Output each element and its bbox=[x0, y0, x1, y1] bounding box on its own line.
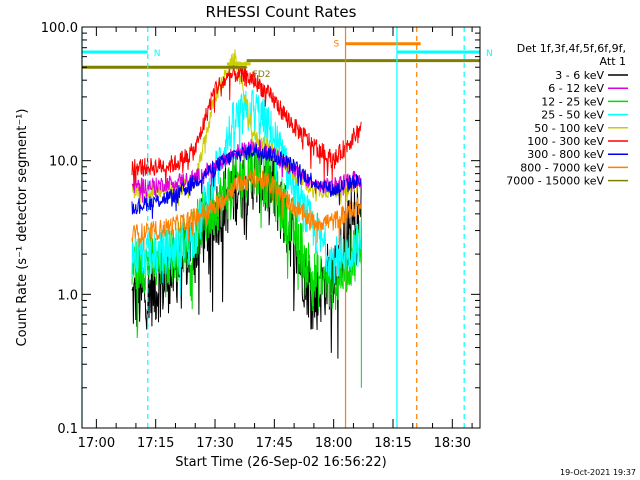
series-line-3-6-kev bbox=[131, 141, 362, 359]
x-axis-label: Start Time (26-Sep-02 16:56:22) bbox=[175, 455, 386, 470]
annotation-label: N bbox=[154, 49, 161, 59]
series-line-300-800-kev bbox=[131, 143, 362, 219]
annotation-label: S bbox=[334, 40, 340, 50]
series-line-100-300-kev bbox=[131, 63, 362, 187]
y-tick-label: 100.0 bbox=[41, 21, 78, 36]
legend-label: 100 - 300 keV bbox=[527, 135, 604, 148]
y-tick-label: 1.0 bbox=[57, 288, 78, 303]
x-tick-label: 17:45 bbox=[256, 436, 293, 451]
y-axis-label: Count Rate (s⁻¹ detector segment⁻¹) bbox=[15, 109, 30, 347]
legend-label: 300 - 800 keV bbox=[527, 148, 604, 161]
annotation-label: FD2 bbox=[253, 70, 271, 80]
timestamp: 19-Oct-2021 19:37 bbox=[560, 468, 636, 477]
legend-label: 7000 - 15000 keV bbox=[506, 175, 604, 188]
plot-frame bbox=[81, 26, 481, 429]
series-line-800-7000-kev bbox=[131, 168, 362, 252]
legend-label: 12 - 25 keV bbox=[541, 95, 604, 108]
legend-header: Det 1f,3f,4f,5f,6f,9f, bbox=[517, 42, 626, 55]
y-tick-label: 0.1 bbox=[57, 422, 78, 437]
legend-label: 6 - 12 keV bbox=[548, 82, 604, 95]
x-tick-label: 17:00 bbox=[78, 436, 115, 451]
x-tick-label: 18:30 bbox=[434, 436, 471, 451]
x-tick-label: 18:15 bbox=[374, 436, 411, 451]
x-tick-label: 17:15 bbox=[137, 436, 174, 451]
legend-label: 50 - 100 keV bbox=[534, 122, 604, 135]
chart-title: RHESSI Count Rates bbox=[206, 3, 357, 21]
series-line-50-100-kev bbox=[131, 49, 362, 212]
legend-header: Att 1 bbox=[600, 55, 626, 68]
annotation-label: N bbox=[486, 49, 493, 59]
legend-label: 25 - 50 keV bbox=[541, 109, 604, 122]
legend-label: 3 - 6 keV bbox=[555, 69, 604, 82]
legend-label: 800 - 7000 keV bbox=[520, 161, 604, 174]
x-tick-label: 17:30 bbox=[196, 436, 233, 451]
y-tick-label: 10.0 bbox=[49, 155, 78, 170]
series-line-25-50-kev bbox=[131, 89, 362, 296]
series-line-12-25-kev bbox=[131, 144, 362, 339]
x-tick-label: 18:00 bbox=[315, 436, 352, 451]
